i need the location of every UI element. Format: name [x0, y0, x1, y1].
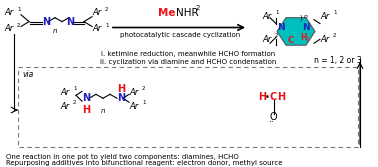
Text: Ar: Ar — [129, 102, 138, 111]
Text: Ar: Ar — [262, 35, 271, 44]
Text: 1: 1 — [142, 100, 146, 105]
Text: NHR: NHR — [176, 8, 198, 18]
Text: H: H — [277, 92, 285, 102]
Text: n: n — [101, 108, 105, 114]
Text: Ar: Ar — [320, 35, 329, 44]
Text: 2: 2 — [142, 87, 146, 92]
Text: N: N — [66, 17, 74, 27]
Text: ¨: ¨ — [269, 121, 274, 131]
Text: 1: 1 — [105, 23, 108, 28]
Text: N: N — [117, 93, 125, 103]
Text: n: n — [53, 28, 57, 34]
Text: H: H — [117, 84, 125, 94]
Text: 1: 1 — [333, 10, 336, 15]
Text: n: n — [304, 14, 308, 19]
Text: Repurposing additives into bifunctional reagent: electron donor, methyl source: Repurposing additives into bifunctional … — [6, 160, 282, 166]
Text: Ar: Ar — [92, 24, 101, 33]
Text: N: N — [82, 93, 90, 103]
Text: 2: 2 — [196, 5, 200, 11]
Text: Ar: Ar — [320, 12, 329, 21]
Text: N: N — [302, 23, 310, 32]
Text: N: N — [277, 23, 285, 32]
Text: i. ketimine reduction, meanwhile HCHO formation: i. ketimine reduction, meanwhile HCHO fo… — [101, 51, 275, 57]
Text: n = 1, 2 or 3: n = 1, 2 or 3 — [314, 56, 362, 65]
Text: photocatalytic cascade cyclization: photocatalytic cascade cyclization — [120, 32, 240, 38]
Text: 2: 2 — [306, 37, 310, 42]
Text: 2: 2 — [275, 33, 279, 38]
Text: 2: 2 — [17, 23, 20, 28]
Text: H: H — [300, 33, 307, 42]
Text: H: H — [258, 92, 266, 102]
Text: N: N — [42, 17, 50, 27]
Text: C: C — [288, 36, 294, 45]
Text: C: C — [270, 92, 277, 102]
Text: Ar: Ar — [262, 12, 271, 21]
Text: Ar: Ar — [60, 88, 69, 97]
Bar — [18, 67, 358, 147]
Text: 2: 2 — [333, 33, 336, 38]
Text: 2: 2 — [105, 7, 108, 12]
Text: H: H — [82, 105, 90, 115]
Text: 1: 1 — [275, 10, 279, 15]
Text: 2: 2 — [73, 100, 76, 105]
Text: One reaction in one pot to yield two components: diamines, HCHO: One reaction in one pot to yield two com… — [6, 154, 239, 160]
Text: ii. cyclization via diamine and HCHO condensation: ii. cyclization via diamine and HCHO con… — [100, 59, 276, 65]
Text: via: via — [22, 70, 33, 79]
Text: 1: 1 — [17, 7, 20, 12]
Text: ): ) — [300, 15, 302, 21]
Text: O: O — [270, 112, 277, 122]
Polygon shape — [277, 18, 315, 45]
Text: Ar: Ar — [129, 88, 138, 97]
Text: Ar: Ar — [4, 24, 13, 33]
Text: Me: Me — [158, 8, 175, 18]
Text: Ar: Ar — [92, 8, 101, 17]
Text: •: • — [265, 93, 270, 102]
Text: Ar: Ar — [4, 8, 13, 17]
Text: Ar: Ar — [60, 102, 69, 111]
Text: 1: 1 — [73, 87, 76, 92]
